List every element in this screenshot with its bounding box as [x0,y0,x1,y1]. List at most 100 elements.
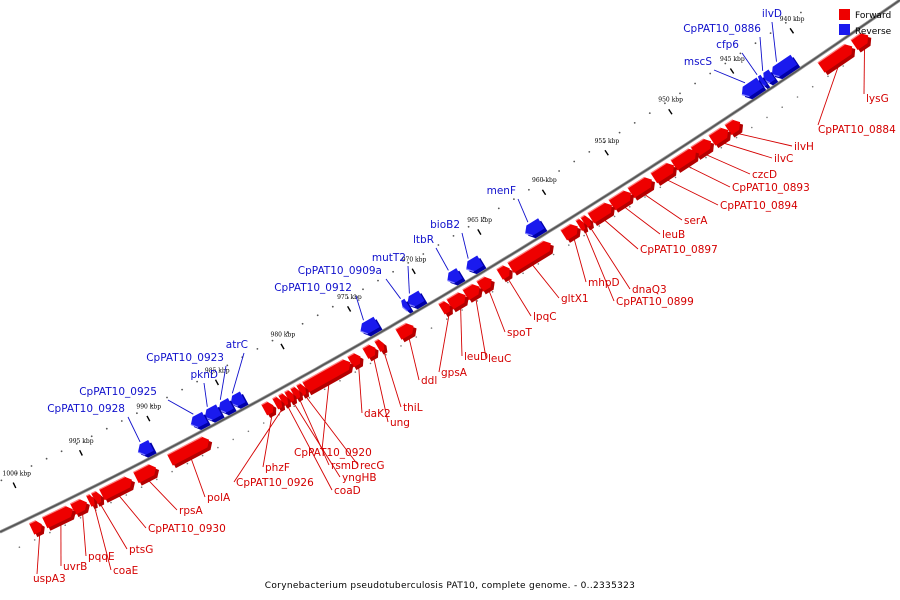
gene-arrow-face[interactable] [230,391,246,407]
gene-arrow-face[interactable] [670,148,696,171]
gene-arrow-face[interactable] [496,265,510,280]
gene-spoT[interactable] [476,276,495,295]
gene-arrow-face[interactable] [587,202,612,224]
gene-daK2[interactable] [347,352,364,370]
gene-CpPAT10_0899[interactable] [575,218,589,234]
gene-lysG[interactable] [850,32,872,53]
forward-gene-arrows[interactable] [28,32,872,538]
gene-arrow-face[interactable] [580,215,591,228]
gene-arrow-face[interactable] [724,119,741,135]
gene-CpPAT10_0909a[interactable] [401,298,414,314]
reverse-gene-arrows[interactable] [137,54,801,458]
gene-arrow-face[interactable] [91,491,102,505]
gene-menF[interactable] [525,218,548,239]
gene-CpPAT10_0930[interactable] [98,476,135,503]
gene-arrow-face[interactable] [817,44,853,73]
gene-arrow-face[interactable] [278,393,289,407]
gene-mhpD[interactable] [560,223,581,243]
gene-arrow-face[interactable] [401,298,411,311]
gene-arrow-face[interactable] [608,190,631,211]
gene-dnaQ3[interactable] [580,214,594,231]
gene-coaD[interactable] [278,392,292,409]
gene-CpPAT10_0926[interactable] [272,396,286,412]
gene-arrow-face[interactable] [771,54,798,77]
scale-dot [271,339,274,342]
gene-serA[interactable] [627,176,655,201]
gene-gpsA[interactable] [438,300,453,318]
gene-arrow-face[interactable] [70,499,87,515]
gene-yngHB[interactable] [284,389,298,406]
gene-ltbR[interactable] [447,268,466,286]
gene-arrow-face[interactable] [763,69,776,83]
gene-ilvC[interactable] [708,127,732,149]
gene-arrow-face[interactable] [218,398,234,413]
gene-arrow-face[interactable] [466,255,484,272]
gene-leuD[interactable] [446,291,469,313]
gene-bioB2[interactable] [466,255,487,275]
gene-CpPAT10_0925[interactable] [190,411,211,431]
gene-rpsA[interactable] [133,463,160,486]
gene-arrow-face[interactable] [362,344,376,359]
gene-phzF[interactable] [261,401,277,418]
gene-CpPAT10_0897[interactable] [587,202,615,226]
gene-CpPAT10_0912[interactable] [360,316,383,337]
gene-arrow-face[interactable] [167,436,210,466]
gene-mscS[interactable] [741,77,767,100]
gene-leuB[interactable] [608,190,634,213]
gene-recG[interactable] [296,382,310,399]
gene-arrow-face[interactable] [284,390,295,403]
scale-dot [331,305,334,308]
gene-arrow-face[interactable] [296,383,307,397]
gene-leuC[interactable] [462,283,483,303]
gene-arrow-face[interactable] [708,127,729,146]
gene-arrow-face[interactable] [407,290,425,307]
gene-arrow-face[interactable] [204,404,222,421]
gene-arrow-face[interactable] [360,316,380,334]
gene-arrow-face[interactable] [29,520,42,535]
gene-arrow-face[interactable] [627,177,652,199]
gene-arrow-face[interactable] [374,339,385,352]
gene-uspA3[interactable] [28,520,45,538]
gene-arrow-face[interactable] [347,353,361,368]
gene-lpqC[interactable] [496,264,513,283]
gene-arrow-face[interactable] [741,77,764,97]
gene-arrow-face[interactable] [462,284,480,301]
gene-pknD[interactable] [204,404,225,423]
gene-CpPAT10_0884[interactable] [817,43,856,76]
gene-rsmD[interactable] [290,386,304,402]
gene-arrow-face[interactable] [190,411,208,428]
gene-arrow-face[interactable] [438,301,450,315]
gene-arrow-face[interactable] [138,440,154,456]
gene-gltX1[interactable] [507,240,554,276]
gene-arrow-face[interactable] [447,268,463,283]
gene-arrow-face[interactable] [42,506,73,529]
gene-CpPAT10_0928[interactable] [137,440,157,458]
gene-arrow-face[interactable] [272,396,283,410]
gene-uvrB[interactable] [41,505,76,531]
gene-ddl[interactable] [395,322,417,343]
gene-arrow-face[interactable] [133,464,156,484]
gene-arrow-face[interactable] [261,401,274,416]
gene-ung[interactable] [362,344,379,362]
gene-polA[interactable] [167,436,213,469]
gene-arrow-face[interactable] [86,494,95,507]
gene-CpPAT10_0920[interactable] [302,358,354,396]
gene-arrow-face[interactable] [575,218,586,231]
gene-arrow-face[interactable] [99,476,132,501]
gene-pqqE[interactable] [69,498,90,518]
gene-arrow-face[interactable] [290,386,301,400]
gene-CpPAT10_0893[interactable] [670,148,700,173]
gene-arrow-face[interactable] [507,240,551,273]
gene-arrow-face[interactable] [302,359,351,393]
scale-dot [407,262,410,264]
gene-coaE[interactable] [85,493,98,510]
gene-arrow-face[interactable] [650,163,674,184]
gene-arrow-face[interactable] [476,276,492,292]
gene-mutT2[interactable] [407,290,428,310]
gene-arrow-face[interactable] [757,74,768,87]
gene-ilvH[interactable] [724,119,744,138]
gene-arrow-face[interactable] [525,218,545,236]
gene-CpPAT10_0894[interactable] [650,162,677,186]
gene-ptsG[interactable] [90,490,105,507]
gene-thiL[interactable] [374,338,388,355]
